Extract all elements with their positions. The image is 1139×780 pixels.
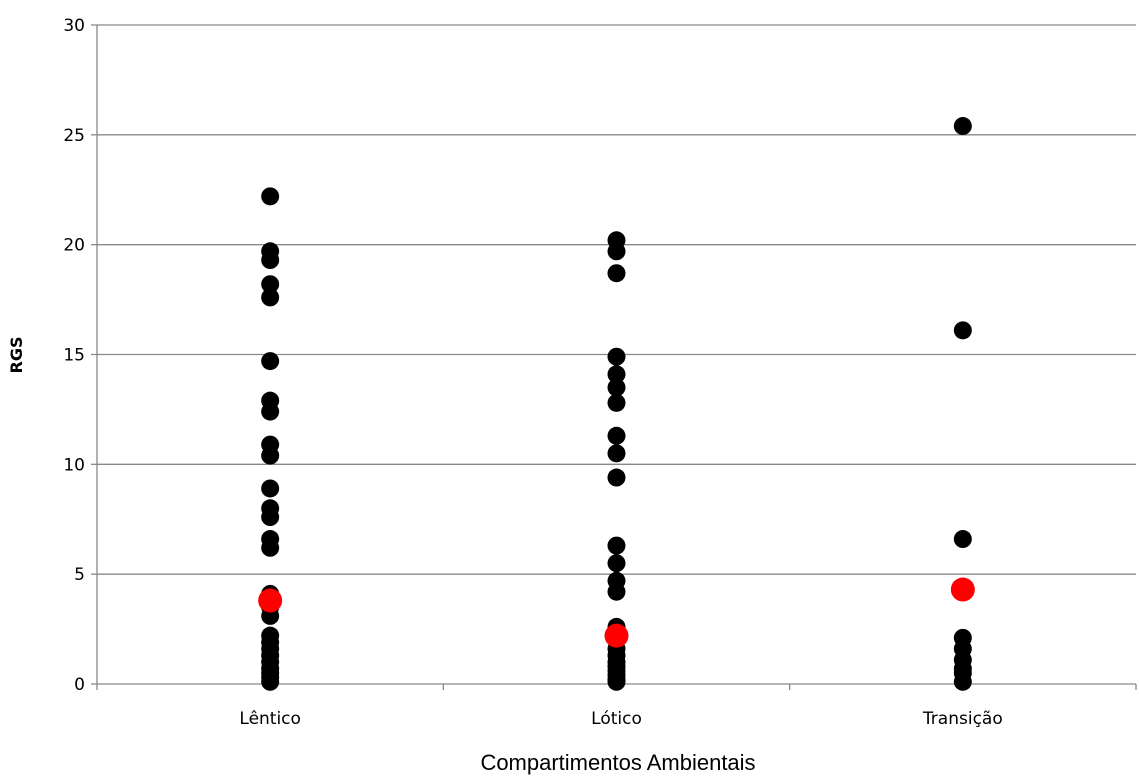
y-axis-title: RGS	[7, 337, 26, 374]
data-point	[607, 242, 626, 261]
data-point	[953, 117, 972, 136]
grid-lines	[97, 24, 1136, 575]
data-point	[261, 402, 280, 421]
x-tick-label: Transição	[922, 709, 1003, 729]
data-point	[607, 378, 626, 397]
y-tick-label: 20	[63, 236, 85, 256]
x-tick-label: Lótico	[591, 709, 642, 729]
y-tick-label: 5	[74, 565, 85, 585]
x-tick-labels: Lêntico Lótico Transição	[239, 709, 1002, 729]
y-tick-label: 0	[74, 675, 85, 695]
data-point	[607, 393, 626, 412]
data-point	[607, 347, 626, 366]
y-tick-label: 25	[63, 126, 85, 146]
y-tick-label: 30	[63, 16, 85, 36]
highlight-point	[950, 577, 975, 602]
data-point	[261, 479, 280, 498]
data-point	[607, 264, 626, 283]
data-point	[261, 251, 280, 270]
x-tick-label: Lêntico	[239, 709, 301, 729]
y-tick-labels: 0 5 10 15 20 25 30	[63, 16, 85, 695]
data-point	[261, 538, 280, 557]
data-point	[607, 582, 626, 601]
highlight-point	[258, 588, 283, 613]
data-point	[607, 468, 626, 487]
data-points	[261, 117, 972, 691]
data-point	[607, 444, 626, 463]
y-tick-label: 15	[63, 346, 85, 366]
highlight-point	[604, 623, 629, 648]
data-point	[261, 352, 280, 371]
data-point	[607, 365, 626, 384]
data-point	[953, 530, 972, 549]
data-point	[953, 672, 972, 691]
data-point	[261, 508, 280, 527]
data-point	[607, 554, 626, 573]
data-point	[607, 426, 626, 445]
data-point	[261, 288, 280, 307]
highlight-points	[258, 577, 975, 648]
y-tick-label: 10	[63, 455, 85, 475]
data-point	[261, 187, 280, 206]
data-point	[607, 536, 626, 555]
x-axis-title: Compartimentos Ambientais	[480, 750, 755, 775]
data-point	[607, 672, 626, 691]
data-point	[261, 446, 280, 465]
data-point	[953, 321, 972, 340]
data-point	[261, 672, 280, 691]
data-point	[261, 275, 280, 294]
